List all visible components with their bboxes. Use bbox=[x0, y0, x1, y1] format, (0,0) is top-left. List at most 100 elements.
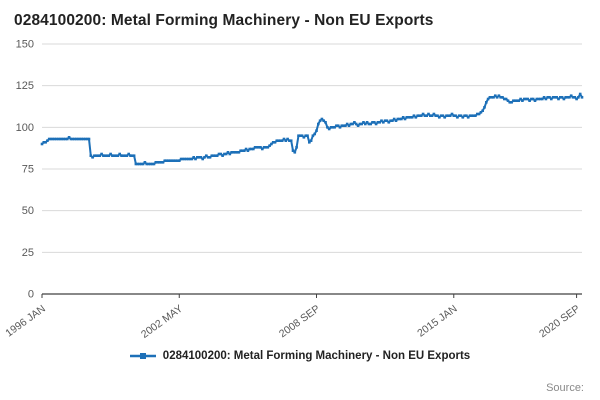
data-point-marker bbox=[394, 119, 398, 122]
data-point-marker bbox=[42, 141, 46, 144]
data-point-marker bbox=[270, 142, 273, 146]
data-point-marker bbox=[423, 114, 427, 117]
data-point-marker bbox=[244, 147, 248, 151]
data-point-marker bbox=[373, 121, 376, 124]
data-point-marker bbox=[566, 96, 569, 99]
data-point-marker bbox=[336, 124, 340, 127]
data-point-marker bbox=[205, 154, 208, 157]
data-point-marker bbox=[107, 154, 111, 157]
data-point-marker bbox=[481, 109, 484, 112]
data-point-marker bbox=[405, 116, 409, 119]
data-point-marker bbox=[127, 152, 130, 156]
data-point-marker bbox=[299, 134, 302, 137]
data-point-marker bbox=[577, 96, 580, 99]
data-point-marker bbox=[277, 139, 280, 142]
data-point-marker bbox=[347, 124, 351, 127]
data-point-marker bbox=[304, 134, 307, 137]
data-point-marker bbox=[116, 154, 120, 157]
data-point-marker bbox=[320, 117, 324, 121]
data-point-marker bbox=[170, 159, 174, 162]
data-point-marker bbox=[114, 154, 118, 157]
data-point-marker bbox=[167, 159, 170, 162]
data-point-marker bbox=[183, 157, 186, 161]
data-point-marker bbox=[429, 114, 432, 117]
data-point-marker bbox=[463, 114, 466, 117]
data-point-marker bbox=[80, 137, 83, 141]
data-point-marker bbox=[340, 124, 344, 127]
data-point-marker bbox=[259, 146, 262, 149]
data-point-marker bbox=[335, 124, 338, 127]
data-point-marker bbox=[492, 96, 495, 99]
data-point-marker bbox=[575, 97, 578, 101]
data-point-marker bbox=[143, 161, 147, 164]
data-point-marker bbox=[105, 154, 109, 157]
data-point-marker bbox=[44, 141, 47, 144]
data-point-marker bbox=[82, 137, 85, 141]
data-point-marker bbox=[187, 157, 190, 161]
data-point-marker bbox=[154, 161, 158, 164]
data-point-marker bbox=[479, 111, 483, 114]
data-point-marker bbox=[102, 154, 105, 157]
data-point-marker bbox=[412, 114, 416, 117]
data-point-marker bbox=[327, 127, 331, 131]
data-point-marker bbox=[120, 154, 123, 157]
data-point-marker bbox=[354, 122, 358, 126]
data-point-marker bbox=[383, 119, 387, 122]
data-point-marker bbox=[497, 94, 501, 97]
data-point-marker bbox=[174, 159, 177, 162]
data-point-marker bbox=[159, 161, 163, 164]
data-point-marker bbox=[150, 162, 154, 166]
data-point-marker bbox=[378, 121, 381, 124]
data-point-marker bbox=[71, 137, 74, 141]
data-point-marker bbox=[158, 161, 161, 164]
data-point-marker bbox=[344, 124, 347, 127]
data-point-marker bbox=[297, 134, 300, 137]
data-point-marker bbox=[188, 157, 192, 161]
x-tick-label: 2015 JAN bbox=[415, 303, 459, 340]
data-point-marker bbox=[85, 137, 89, 141]
data-point-marker bbox=[510, 101, 513, 104]
data-point-marker bbox=[387, 121, 391, 124]
data-point-marker bbox=[165, 159, 168, 162]
data-point-marker bbox=[235, 151, 239, 154]
data-point-marker bbox=[250, 147, 253, 151]
data-point-marker bbox=[268, 144, 271, 147]
data-point-marker bbox=[125, 154, 129, 157]
data-point-marker bbox=[439, 114, 443, 117]
data-point-marker bbox=[465, 114, 468, 117]
data-point-marker bbox=[568, 96, 571, 99]
data-point-marker bbox=[94, 154, 98, 157]
data-point-marker bbox=[486, 97, 490, 101]
y-tick-label: 125 bbox=[16, 80, 34, 92]
data-point-marker bbox=[185, 157, 188, 161]
data-point-marker bbox=[450, 112, 454, 116]
data-point-marker bbox=[441, 114, 445, 117]
data-point-marker bbox=[499, 96, 502, 99]
source-label: Source: bbox=[546, 382, 584, 394]
data-point-marker bbox=[364, 122, 367, 126]
data-point-marker bbox=[353, 121, 356, 124]
data-point-marker bbox=[338, 126, 342, 129]
data-point-marker bbox=[391, 119, 394, 122]
data-point-marker bbox=[233, 151, 237, 154]
data-point-marker bbox=[136, 162, 139, 166]
data-point-marker bbox=[376, 121, 380, 124]
data-point-marker bbox=[279, 139, 282, 142]
data-point-marker bbox=[289, 139, 293, 142]
data-point-marker bbox=[60, 137, 64, 141]
y-tick-label: 150 bbox=[16, 39, 34, 51]
data-point-marker bbox=[443, 116, 446, 119]
data-point-marker bbox=[309, 139, 313, 142]
line-chart: 0 25 50 75 100 125 150 1996 JAN 2002 MAY 2008 SEP… bbox=[3, 39, 584, 341]
data-point-marker bbox=[275, 139, 279, 142]
data-point-marker bbox=[295, 146, 298, 149]
data-point-marker bbox=[58, 137, 62, 141]
data-point-marker bbox=[531, 97, 535, 101]
data-point-marker bbox=[560, 96, 564, 99]
data-point-marker bbox=[161, 161, 165, 164]
data-point-marker bbox=[524, 97, 528, 101]
data-point-marker bbox=[564, 96, 567, 99]
data-point-marker bbox=[544, 97, 548, 101]
data-point-marker bbox=[495, 96, 499, 99]
data-point-marker bbox=[508, 101, 512, 104]
